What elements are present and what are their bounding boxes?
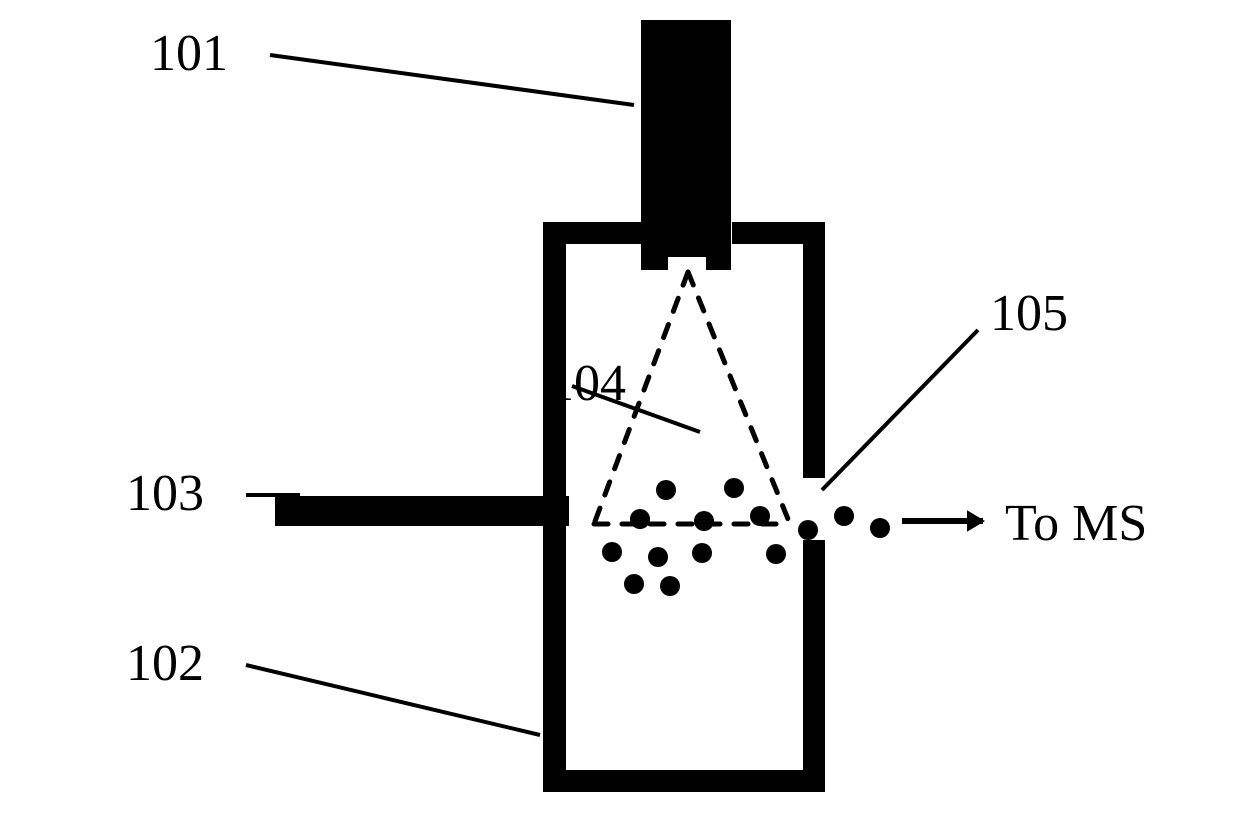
- particle-dots: [602, 478, 890, 596]
- label-l104: 104: [548, 355, 626, 412]
- label-l105: 105: [990, 285, 1068, 342]
- label-toMS: To MS: [1005, 495, 1147, 552]
- label-l103: 103: [126, 465, 204, 522]
- spray-nozzle: [641, 20, 731, 270]
- leader-l101: [270, 55, 634, 105]
- leader-l102: [246, 665, 540, 735]
- diagram-canvas: 101 103 102 104 105 To MS: [0, 0, 1240, 826]
- sample-probe: [275, 496, 569, 526]
- label-l101: 101: [150, 25, 228, 82]
- leader-l105: [822, 330, 978, 490]
- label-l102: 102: [126, 635, 204, 692]
